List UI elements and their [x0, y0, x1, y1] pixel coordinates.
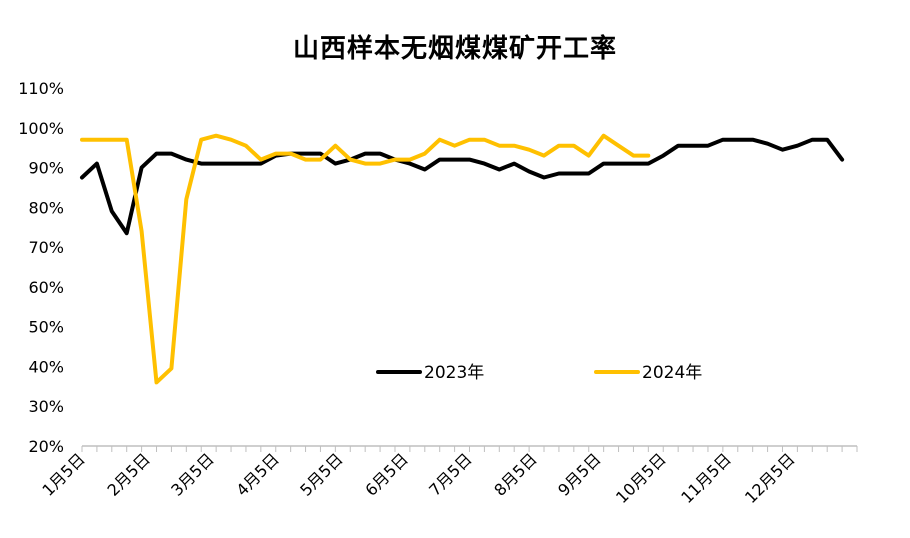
x-tick-label: 5月5日: [296, 449, 346, 499]
x-tick-label: 8月5日: [490, 449, 540, 499]
y-tick-label: 70%: [28, 238, 64, 257]
x-tick-label: 4月5日: [232, 449, 282, 499]
y-tick-label: 50%: [28, 318, 64, 337]
y-tick-label: 90%: [28, 159, 64, 178]
x-tick-label: 7月5日: [425, 449, 475, 499]
y-tick-label: 20%: [28, 437, 64, 456]
x-tick-label: 3月5日: [167, 449, 217, 499]
x-tick-label: 12月5日: [741, 449, 799, 507]
y-tick-label: 100%: [18, 119, 64, 138]
x-tick-label: 2月5日: [103, 449, 153, 499]
legend-label: 2024年: [642, 363, 702, 383]
series-line-2024: [80, 133, 651, 385]
y-tick-label: 40%: [28, 357, 64, 376]
x-tick-label: 1月5日: [38, 449, 88, 499]
y-tick-label: 110%: [18, 79, 64, 98]
y-tick-label: 60%: [28, 278, 64, 297]
x-tick-label: 11月5日: [677, 449, 735, 507]
legend-label: 2023年: [424, 363, 484, 383]
series-line-2023: [80, 137, 845, 236]
y-tick-label: 80%: [28, 198, 64, 217]
x-tick-label: 6月5日: [361, 449, 411, 499]
y-tick-label: 30%: [28, 397, 64, 416]
chart-title: 山西样本无烟煤煤矿开工率: [292, 34, 617, 64]
x-tick-label: 9月5日: [554, 449, 604, 499]
x-tick-label: 10月5日: [612, 449, 670, 507]
